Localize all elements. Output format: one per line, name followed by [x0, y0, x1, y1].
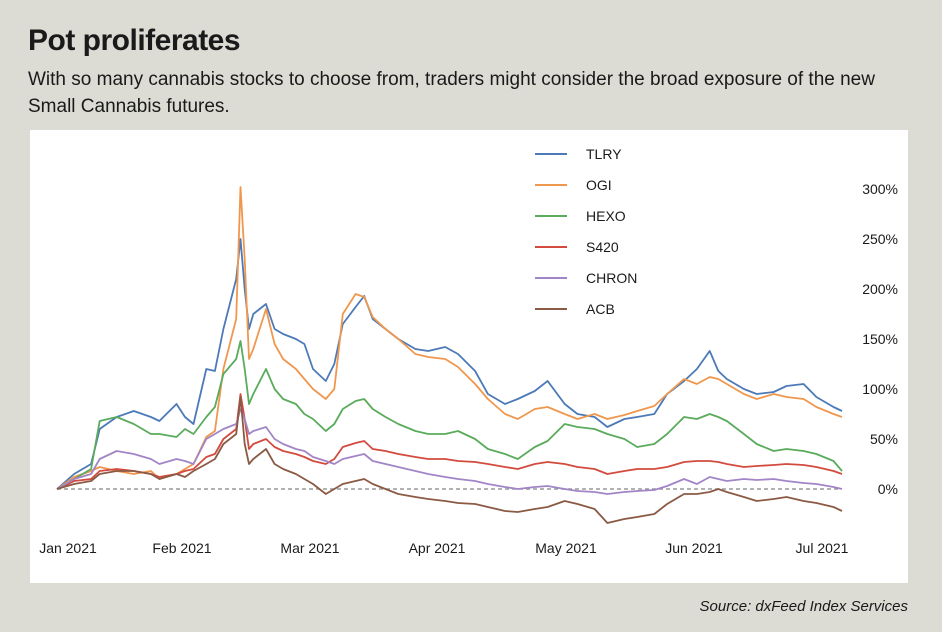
legend-label-hexo: HEXO [586, 208, 626, 224]
legend-label-chron: CHRON [586, 270, 637, 286]
x-tick-label: May 2021 [535, 540, 597, 556]
y-tick-label: 250% [862, 231, 898, 247]
series-line-s420 [56, 393, 843, 490]
chart-title: Pot proliferates [28, 24, 241, 57]
series-lines [56, 186, 843, 524]
chart-subtitle: With so many cannabis stocks to choose f… [28, 69, 875, 117]
legend-label-s420: S420 [586, 239, 619, 255]
legend-label-tlry: TLRY [586, 146, 622, 162]
x-tick-label: Jan 2021 [39, 540, 97, 556]
line-chart: 0% 50% 100% 150% 200% 250% 300% Jan 2021 Feb 20… [39, 146, 898, 556]
y-tick-label: 300% [862, 181, 898, 197]
legend-label-ogi: OGI [586, 177, 612, 193]
chart-panel: 0% 50% 100% 150% 200% 250% 300% Jan 2021 Feb 20… [30, 130, 908, 583]
x-tick-label: Apr 2021 [409, 540, 466, 556]
y-tick-label: 200% [862, 281, 898, 297]
x-axis-ticks: Jan 2021 Feb 2021 Mar 2021 Apr 2021 May 2021… [39, 540, 848, 556]
x-tick-label: Feb 2021 [152, 540, 211, 556]
x-tick-label: Mar 2021 [280, 540, 339, 556]
series-line-tlry [56, 238, 843, 490]
y-tick-label: 100% [862, 381, 898, 397]
y-tick-label: 0% [878, 481, 898, 497]
x-tick-label: Jun 2021 [665, 540, 723, 556]
y-tick-label: 150% [862, 331, 898, 347]
x-tick-label: Jul 2021 [796, 540, 849, 556]
series-line-chron [56, 408, 843, 495]
legend-label-acb: ACB [586, 301, 615, 317]
y-axis-ticks: 0% 50% 100% 150% 200% 250% 300% [862, 181, 898, 497]
source-note: Source: dxFeed Index Services [699, 598, 908, 615]
y-tick-label: 50% [870, 431, 898, 447]
series-line-acb [56, 396, 843, 524]
chart-legend: TLRY OGI HEXO S420 CHRON ACB [535, 146, 637, 317]
series-line-ogi [56, 186, 843, 490]
series-line-hexo [56, 340, 843, 490]
